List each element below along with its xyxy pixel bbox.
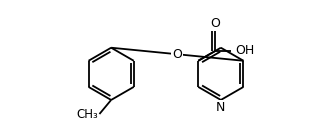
Text: O: O — [210, 17, 220, 30]
Text: N: N — [216, 101, 225, 114]
Text: CH₃: CH₃ — [76, 107, 98, 121]
Text: O: O — [172, 48, 182, 61]
Text: OH: OH — [235, 44, 254, 57]
